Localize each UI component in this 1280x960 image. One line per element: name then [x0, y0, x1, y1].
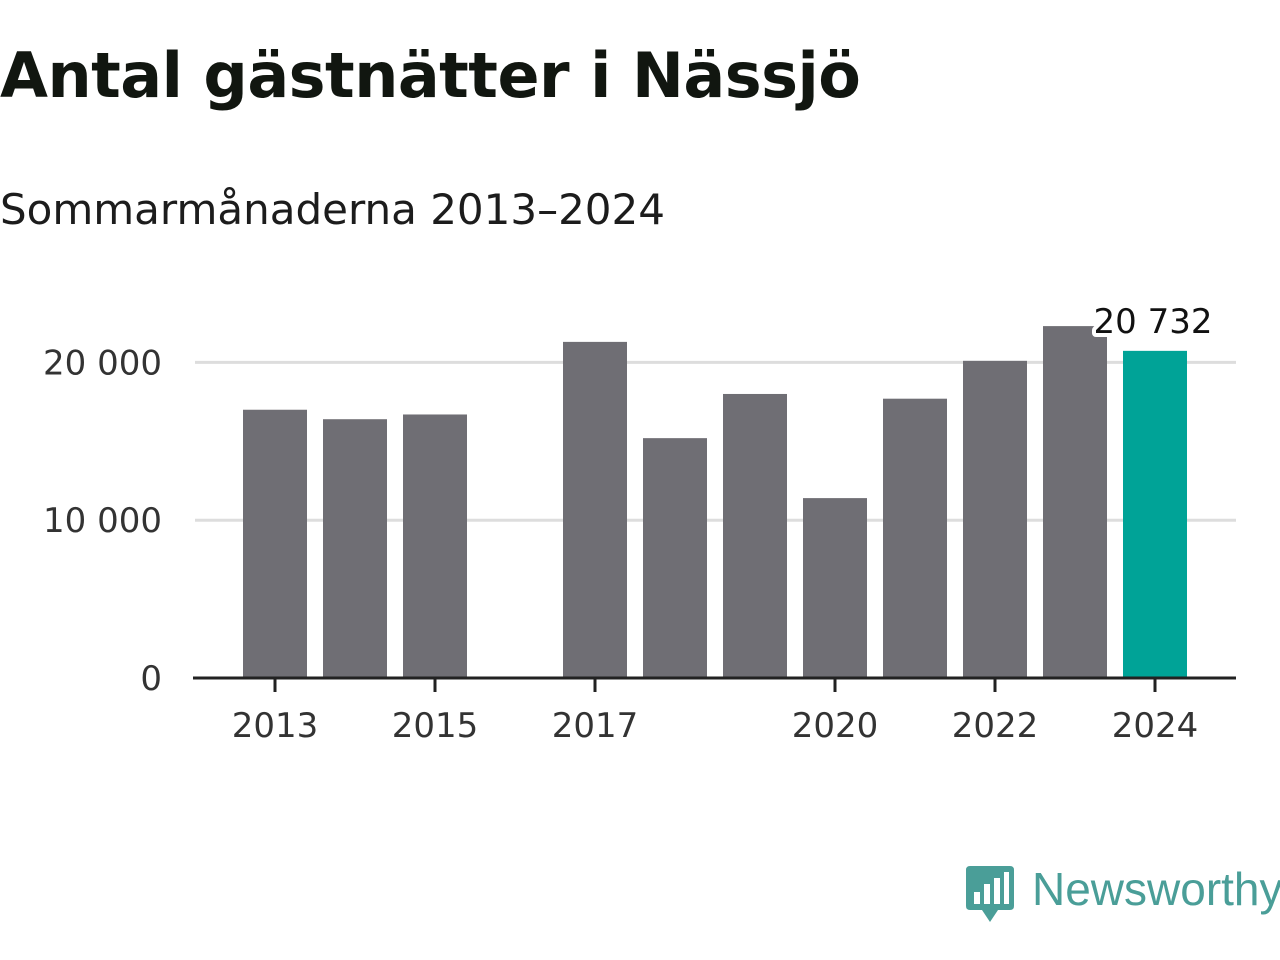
- bar-2013: [243, 409, 307, 678]
- x-tick-label: 2020: [792, 706, 879, 746]
- bar-chart: 0 10 000 20 000 20 732 2013 2015 2017 2020 2022 2…: [43, 298, 1236, 746]
- x-tick-label: 2022: [952, 706, 1039, 746]
- data-label-2024: 20 732: [1094, 302, 1213, 342]
- bar-2024: [1123, 350, 1187, 678]
- x-tick-label: 2017: [552, 706, 639, 746]
- x-tick-label: 2013: [232, 706, 319, 746]
- bar-2020: [803, 498, 867, 678]
- bar-2015: [403, 414, 467, 678]
- y-tick-label: 10 000: [43, 501, 162, 541]
- newsworthy-logo: Newsworthy: [964, 864, 1280, 928]
- bar-2019: [723, 393, 787, 678]
- bar-2022: [963, 360, 1027, 678]
- bars: [243, 326, 1187, 678]
- bar-chart-speech-bubble-icon: [966, 866, 1014, 922]
- x-axis: [193, 676, 1236, 692]
- brand-name: Newsworthy: [1032, 863, 1280, 915]
- bar-2023: [1043, 326, 1107, 678]
- labels: 0 10 000 20 000 20 732 2013 2015 2017 2020 2022 2…: [43, 298, 1216, 746]
- y-tick-label: 20 000: [43, 343, 162, 383]
- bar-2018: [643, 438, 707, 678]
- chart-title: Antal gästnätter i Nässjö: [0, 39, 861, 112]
- y-tick-label: 0: [140, 659, 162, 699]
- x-tick-label: 2024: [1112, 706, 1199, 746]
- bar-2017: [563, 341, 627, 678]
- bar-2021: [883, 398, 947, 678]
- bar-2014: [323, 419, 387, 678]
- chart-subtitle: Sommarmånaderna 2013–2024: [0, 185, 665, 234]
- x-tick-label: 2015: [392, 706, 479, 746]
